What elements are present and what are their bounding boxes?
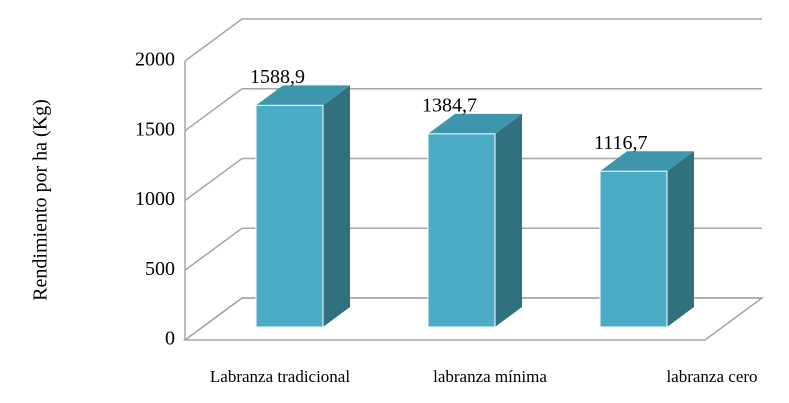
grid-line (184, 227, 243, 271)
data-label: 1384,7 (422, 94, 477, 116)
grid-line (184, 157, 243, 202)
bar-top (428, 113, 522, 134)
grid-line (184, 18, 243, 62)
bar (427, 133, 496, 328)
y-axis-title: Rendimiento por ha (Kg) (30, 99, 52, 301)
data-label: 1116,7 (594, 132, 648, 154)
bar-side (667, 151, 694, 327)
bar (599, 170, 668, 328)
grid-line (184, 297, 243, 341)
y-tick-label: 2000 (135, 49, 175, 71)
y-tick-label: 0 (165, 328, 175, 350)
bar-side (323, 85, 350, 327)
bar (255, 104, 324, 328)
y-tick-label: 500 (145, 258, 175, 280)
grid-line (184, 88, 243, 132)
x-tick-label: Labranza tradicional (210, 367, 350, 386)
bar-side (495, 113, 522, 327)
bar-top (256, 85, 350, 106)
x-tick-label: labranza cero (666, 367, 757, 386)
y-tick-label: 1000 (135, 188, 175, 210)
x-tick-label: labranza mínima (433, 367, 547, 386)
y-tick-label: 1500 (135, 118, 175, 140)
bar-top (600, 151, 694, 172)
data-label: 1588,9 (250, 66, 305, 88)
